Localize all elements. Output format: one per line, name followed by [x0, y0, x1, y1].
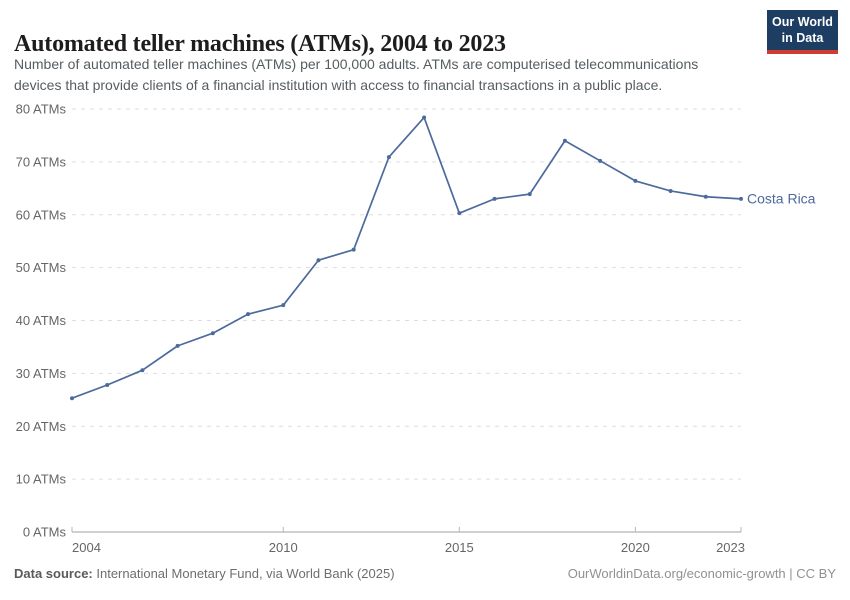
x-axis-tick-label: 2010	[269, 540, 298, 555]
data-point[interactable]	[351, 247, 356, 252]
y-axis-tick-label: 30 ATMs	[16, 366, 67, 381]
data-point[interactable]	[633, 178, 638, 183]
data-point[interactable]	[70, 396, 74, 401]
y-axis-tick-label: 50 ATMs	[16, 260, 67, 275]
data-line-costa-rica[interactable]	[71, 116, 742, 400]
subtitle-line: Number of automated teller machines (ATM…	[14, 56, 699, 72]
data-point[interactable]	[210, 331, 215, 336]
data-source-label: Data source:	[14, 566, 93, 581]
y-axis-tick-label: 40 ATMs	[16, 313, 67, 328]
x-axis-tick-label: 2015	[445, 540, 474, 555]
owid-logo-line2: in Data	[781, 30, 824, 45]
x-axis-tick-label: 2004	[72, 540, 101, 555]
data-source-text: International Monetary Fund, via World B…	[92, 566, 395, 581]
owid-logo-line1: Our World	[772, 15, 833, 29]
data-point[interactable]	[527, 192, 532, 197]
y-axis-tick-label: 70 ATMs	[16, 154, 67, 169]
data-point[interactable]	[457, 211, 462, 216]
subtitle-line: devices that provide clients of a financ…	[14, 77, 663, 93]
data-point[interactable]	[492, 196, 497, 201]
data-point[interactable]	[140, 368, 145, 373]
y-axis-tick-label: 80 ATMs	[16, 102, 67, 117]
owid-url-license[interactable]: OurWorldinData.org/economic-growth | CC …	[567, 566, 836, 581]
data-point[interactable]	[386, 155, 391, 160]
chart-footer: Data source: International Monetary Fund…	[14, 566, 836, 581]
data-point[interactable]	[246, 312, 251, 317]
data-source-note: Data source: International Monetary Fund…	[14, 566, 395, 581]
y-axis-tick-label: 10 ATMs	[16, 472, 67, 487]
data-point[interactable]	[105, 383, 110, 388]
y-axis-tick-label: 0 ATMs	[23, 525, 67, 540]
data-point[interactable]	[739, 196, 743, 201]
data-point[interactable]	[422, 115, 427, 120]
page-title: Automated teller machines (ATMs), 2004 t…	[14, 31, 506, 58]
data-point[interactable]	[281, 303, 286, 308]
data-point[interactable]	[562, 138, 567, 143]
data-point[interactable]	[703, 194, 708, 199]
owid-logo[interactable]: Our World in Data	[767, 10, 838, 55]
x-axis-tick-label: 2020	[621, 540, 650, 555]
data-point[interactable]	[316, 258, 321, 263]
y-axis-tick-label: 60 ATMs	[16, 207, 67, 222]
y-axis-tick-label: 20 ATMs	[16, 419, 67, 434]
data-point[interactable]	[175, 343, 180, 348]
series-label-costa-rica[interactable]: Costa Rica	[747, 190, 816, 206]
data-point[interactable]	[668, 188, 673, 193]
chart-subtitle: Number of automated teller machines (ATM…	[14, 54, 784, 96]
x-axis-tick-label: 2023	[716, 540, 745, 555]
chart-svg: 0 ATMs 10 ATMs 20 ATMs 30 ATMs 40 ATMs 50 ATM…	[16, 102, 816, 556]
data-point[interactable]	[598, 158, 603, 163]
